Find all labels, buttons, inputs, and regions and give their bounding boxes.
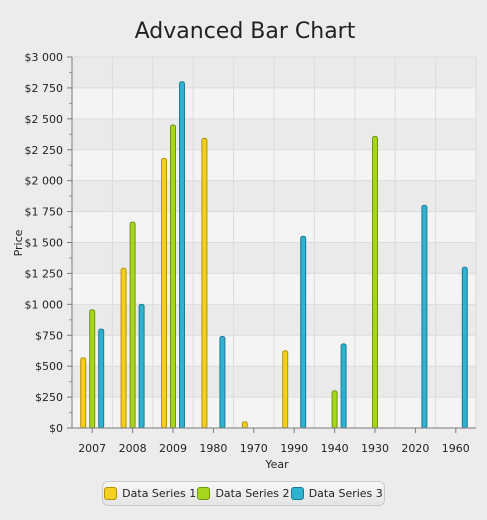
x-tick-label: 2007: [78, 442, 106, 455]
legend-label-series-1: Data Series 1: [122, 487, 197, 500]
bar-series-1: [161, 157, 167, 429]
bar-series-1: [282, 350, 289, 429]
bar-series-1: [120, 267, 127, 429]
legend-item-series-3: Data Series 3: [290, 487, 383, 500]
bar-series-1: [241, 421, 248, 429]
y-tick-label: $0: [49, 422, 63, 435]
bar-series-1: [80, 357, 87, 429]
bar-series-1: [201, 137, 208, 429]
x-tick-label: 2009: [159, 442, 187, 455]
grid-lines: [67, 56, 477, 433]
x-tick-label: 1960: [442, 442, 470, 455]
y-axis-label: Price: [12, 229, 25, 256]
legend-label-series-2: Data Series 2: [215, 487, 290, 500]
legend: Data Series 1 Data Series 2 Data Series …: [102, 481, 385, 506]
y-tick-label: $250: [35, 391, 63, 404]
x-tick-label: 1940: [321, 442, 349, 455]
bar-series-3: [461, 266, 468, 429]
chart-title: Advanced Bar Chart: [135, 19, 356, 44]
y-tick-label: $500: [35, 360, 63, 373]
bar-series-2: [372, 135, 378, 429]
y-tick-label: $1 750: [25, 206, 64, 219]
bar-series-3: [421, 204, 428, 429]
bar-series-3: [138, 303, 145, 429]
bar-series-3: [300, 235, 307, 429]
y-tick-label: $2 500: [25, 113, 64, 126]
legend-label-series-3: Data Series 3: [308, 487, 383, 500]
bar-series-2: [89, 309, 96, 429]
bar-series-2: [170, 124, 176, 429]
x-tick-label: 1930: [361, 442, 389, 455]
legend-item-series-1: Data Series 1: [104, 487, 196, 500]
legend-swatch-series-2: [197, 487, 211, 500]
x-tick-label: 1980: [199, 442, 227, 455]
bar-series-3: [179, 81, 185, 429]
axes: [71, 57, 476, 429]
bar-series-3: [219, 335, 226, 429]
legend-swatch-series-1: [104, 487, 118, 500]
y-tick-label: $1 000: [25, 298, 64, 311]
y-tick-label: $750: [35, 329, 63, 342]
legend-swatch-series-3: [290, 487, 304, 500]
y-tick-label: $2 250: [25, 144, 64, 157]
bar-series-3: [340, 343, 347, 429]
x-tick-label: 2020: [401, 442, 429, 455]
y-tick-label: $1 250: [25, 267, 64, 280]
x-tick-label: 1990: [280, 442, 308, 455]
legend-item-series-2: Data Series 2: [197, 487, 290, 500]
y-tick-label: $1 500: [25, 237, 64, 250]
y-tick-labels: $0 $250 $500 $750 $1 000 $1 250 $1 500 $1 750 $2…: [25, 51, 64, 435]
y-tick-label: $2 000: [25, 175, 64, 188]
x-tick-labels: 2007 2008 2009 1980 1970 1990 1940 1930 2020 1960: [78, 442, 470, 455]
bar-series-2: [129, 221, 136, 429]
y-tick-label: $3 000: [25, 51, 64, 64]
y-tick-label: $2 750: [25, 82, 64, 95]
bar-series-2: [331, 390, 338, 429]
x-axis-label: Year: [264, 458, 289, 471]
bar-series-3: [98, 328, 105, 429]
x-tick-label: 2008: [119, 442, 147, 455]
bars: [80, 81, 468, 429]
x-tick-label: 1970: [240, 442, 268, 455]
